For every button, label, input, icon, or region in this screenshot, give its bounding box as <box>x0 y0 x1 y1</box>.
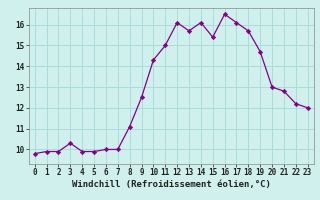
X-axis label: Windchill (Refroidissement éolien,°C): Windchill (Refroidissement éolien,°C) <box>72 180 271 189</box>
